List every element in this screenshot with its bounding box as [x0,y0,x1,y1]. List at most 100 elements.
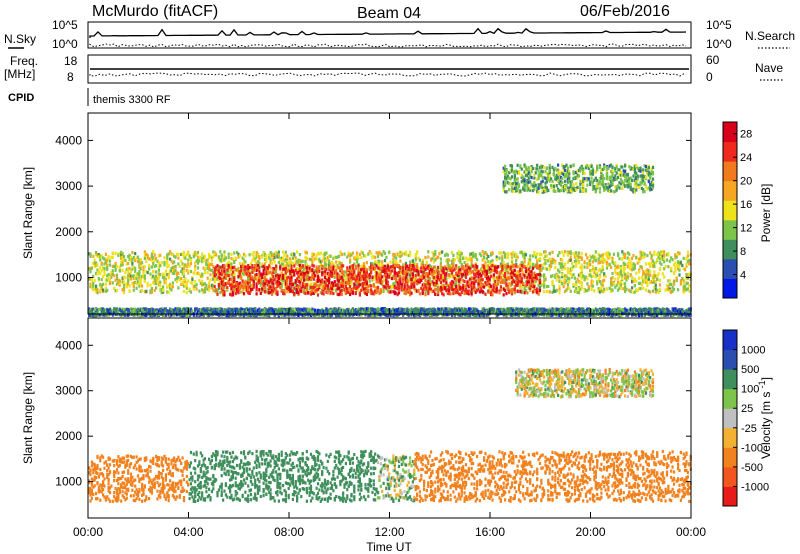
power-echo-cell [579,255,582,259]
power-echo-cell [88,313,91,317]
power-echo-cell [155,279,158,283]
power-echo-cell [198,279,201,283]
power-echo-cell [491,264,494,268]
power-echo-cell [512,273,515,278]
power-echo-cell [263,280,267,284]
power-echo-cell [520,290,523,295]
power-echo-cell [208,262,211,266]
power-echo-cell [266,271,269,275]
power-echo-cell [499,280,502,285]
power-echo-cell [467,292,470,296]
power-echo-cell [262,251,265,255]
power-echo-cell [473,265,476,269]
power-echo-cell [678,273,681,277]
power-echo-cell [167,276,170,280]
power-echo-cell [566,276,569,280]
power-echo-cell [127,313,130,317]
power-echo-cell [284,282,287,286]
power-echo-cell [469,252,472,256]
power-echo-cell [316,293,320,297]
power-echo-cell [311,268,314,273]
power-echo-cell [99,288,102,292]
power-echo-cell [664,288,667,292]
power-echo-cell [360,255,363,260]
power-echo-cell [138,258,141,262]
power-echo-cell [520,276,523,280]
power-echo-cell [279,265,282,269]
power-echo-cell [537,292,540,296]
power-echo-cell [445,289,448,293]
power-echo-cell [538,252,542,256]
power-echo-cell [647,273,650,277]
power-echo-cell [400,283,403,287]
power-echo-cell [529,270,532,274]
power-echo-cell [403,283,406,287]
power-echo-cell [145,289,148,293]
power-echo-cell [540,273,543,278]
power-echo-cell [558,287,561,291]
power-echo-cell [364,274,367,278]
power-echo-cell [143,290,146,294]
power-echo-cell [469,277,472,281]
power-echo-cell [495,288,498,292]
power-echo-cell [294,279,297,283]
power-echo-cell [411,259,414,263]
power-echo-cell [371,275,374,279]
power-echo-cell [177,286,180,290]
power-echo-cell [171,310,174,314]
power-echo-cell [219,276,222,280]
power-echo-cell [303,272,306,276]
power-echo-cell [399,277,402,281]
power-echo-cell [237,266,240,271]
power-echo-cell [340,262,343,266]
power-echo-cell [510,262,514,267]
power-echo-cell [530,277,533,281]
power-echo-cell [658,252,662,256]
power-echo-cell [273,260,276,264]
power-echo-cell [358,252,361,256]
power-echo-cell [663,267,666,271]
power-echo-cell [411,280,414,284]
power-echo-cell [409,293,412,297]
power-echo-cell [485,270,488,274]
power-echo-cell [614,285,617,289]
power-echo-cell [383,274,387,278]
power-echo-cell [269,290,272,294]
power-echo-cell [427,274,430,278]
power-echo-cell [255,255,258,259]
power-echo-cell [323,272,327,276]
power-echo-cell [222,283,225,287]
power-echo-cell [135,309,138,313]
power-echo-cell [244,279,247,283]
power-echo-cell [219,265,222,269]
power-echo-cell [584,275,588,279]
power-echo-cell [93,258,96,262]
power-echo-cell [580,283,583,287]
power-echo-cell [131,261,134,265]
power-echo-cell [421,275,424,279]
power-echo-cell [230,283,233,287]
power-echo-cell [657,255,660,259]
power-echo-cell [490,284,493,288]
power-echo-cell [220,283,223,287]
power-echo-cell [453,288,456,292]
power-echo-cell [354,291,357,295]
power-echo-cell [145,307,148,311]
power-echo-cell [311,258,314,262]
power-echo-cell [672,263,676,267]
power-echo-cell [379,275,382,280]
power-echo-cell [421,270,424,274]
power-echo-cell [449,286,452,290]
power-echo-cell [653,252,656,257]
power-echo-cell [305,285,308,289]
power-echo-cell [603,287,606,291]
power-echo-cell [347,253,350,257]
power-echo-cell [284,260,287,264]
power-echo-cell [213,285,216,289]
power-echo-cell [594,259,597,263]
power-echo-cell [252,257,255,261]
power-echo-cell [316,277,320,281]
power-echo-cell [138,265,141,269]
power-echo-cell [305,256,308,260]
power-echo-cell [392,257,395,261]
